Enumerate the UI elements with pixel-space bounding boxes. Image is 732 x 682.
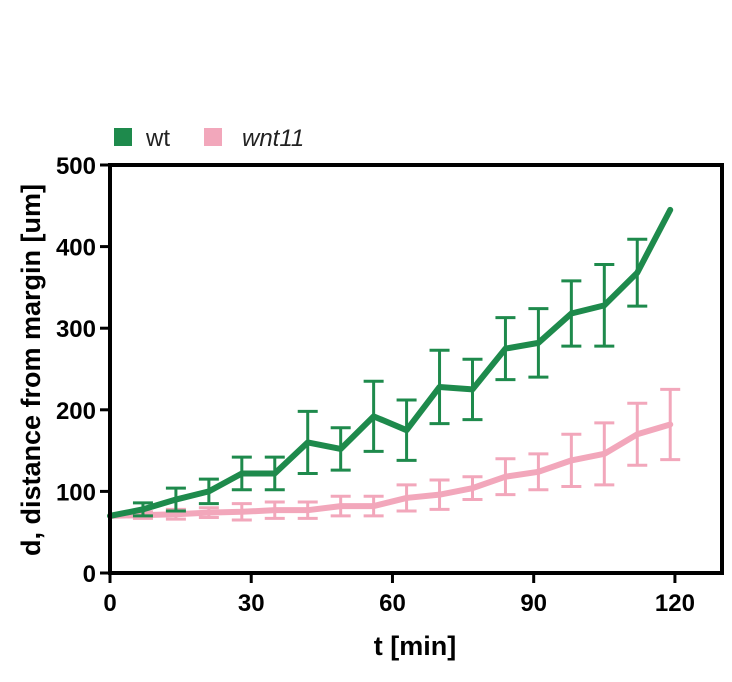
legend-swatch-wnt11 [204,128,222,146]
plot-frame [108,163,724,575]
x-tick-label: 30 [238,590,265,617]
y-tick-label: 500 [56,153,96,180]
x-tick-label: 120 [655,590,695,617]
legend-label-wnt11: wnt11 [242,125,304,152]
x-tick-label: 90 [520,590,547,617]
x-tick-label: 0 [103,590,116,617]
y-tick-label: 0 [83,561,96,588]
x-tick-label: 60 [379,590,406,617]
series-line-wnt11 [107,421,674,519]
legend-swatch-wt [114,128,132,146]
x-axis-title: t [min] [374,631,456,661]
series-line-wt [107,206,674,519]
y-tick-label: 200 [56,398,96,425]
series-wt [107,206,674,519]
y-axis-title: d, distance from margin [um] [16,184,46,556]
legend: wt wnt11 [114,125,304,152]
axis-ticks: 0 30 60 90 120 0 100 200 300 400 500 [56,153,695,617]
y-tick-label: 400 [56,235,96,262]
series-layer [107,206,681,522]
legend-label-wt: wt [145,125,170,152]
series-wnt11 [107,387,681,522]
y-tick-label: 100 [56,479,96,506]
y-tick-label: 300 [56,316,96,343]
